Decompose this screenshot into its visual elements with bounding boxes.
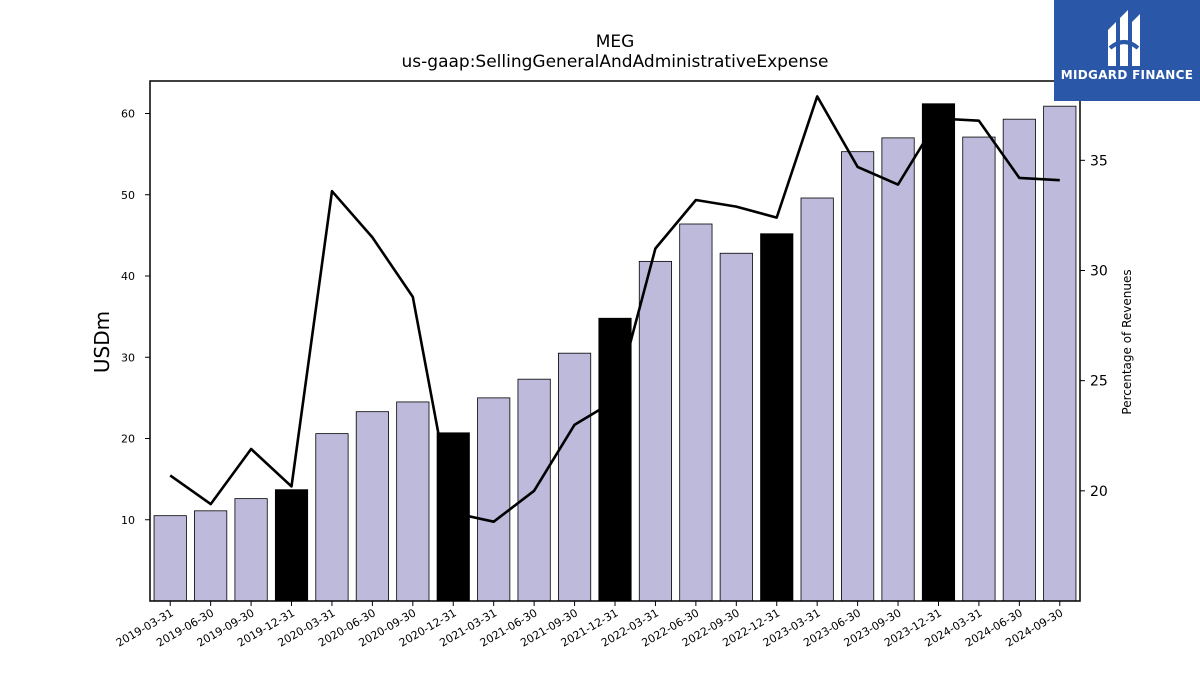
bar-2020-06-30	[355, 411, 389, 602]
bar-2024-03-31	[962, 136, 996, 602]
logo-text: MIDGARD FINANCE	[1060, 68, 1194, 82]
midgard-finance-logo: MIDGARD FINANCE	[1054, 0, 1200, 101]
bar-2023-09-30	[881, 137, 915, 602]
y-axis-title-right: Percentage of Revenues	[1120, 269, 1134, 415]
chart-subtitle: us-gaap:SellingGeneralAndAdministrativeE…	[401, 52, 829, 72]
y-tick-label-10: 10	[121, 514, 135, 527]
y-tick-label-20: 20	[121, 433, 135, 446]
y2-tick-label-20: 20	[1090, 484, 1108, 500]
y-axis-title-left: USDm	[90, 310, 114, 374]
bar-2023-03-31	[800, 197, 834, 602]
bar-2022-03-31	[638, 260, 673, 602]
bar-2023-06-30	[841, 151, 875, 602]
y-tick-label-30: 30	[121, 351, 135, 364]
bar-2019-09-30	[234, 498, 268, 602]
bar-2020-03-31	[315, 433, 349, 602]
logo-mark-icon	[1108, 10, 1140, 66]
bar-2021-03-31	[477, 397, 511, 602]
y2-tick-label-35: 35	[1090, 153, 1108, 169]
chart-title: MEG	[595, 32, 635, 52]
bar-2020-09-30	[396, 401, 430, 602]
bar-2022-09-30	[719, 252, 753, 602]
bar-2022-06-30	[679, 223, 713, 602]
bar-2019-03-31	[153, 515, 187, 602]
bar-2024-06-30	[1002, 118, 1036, 602]
bar-2021-12-31	[598, 317, 632, 602]
y-tick-label-60: 60	[121, 108, 135, 121]
y2-tick-label-25: 25	[1090, 374, 1108, 390]
bar-2021-09-30	[557, 352, 592, 602]
bar-2019-06-30	[194, 510, 228, 602]
bar-2024-09-30	[1043, 105, 1077, 602]
bar-2019-12-31	[274, 489, 309, 602]
y-tick-label-40: 40	[121, 270, 135, 283]
y-tick-label-50: 50	[121, 189, 135, 202]
bar-2022-12-31	[760, 233, 794, 602]
bar-2023-12-31	[921, 103, 956, 602]
y2-tick-label-30: 30	[1090, 263, 1108, 279]
